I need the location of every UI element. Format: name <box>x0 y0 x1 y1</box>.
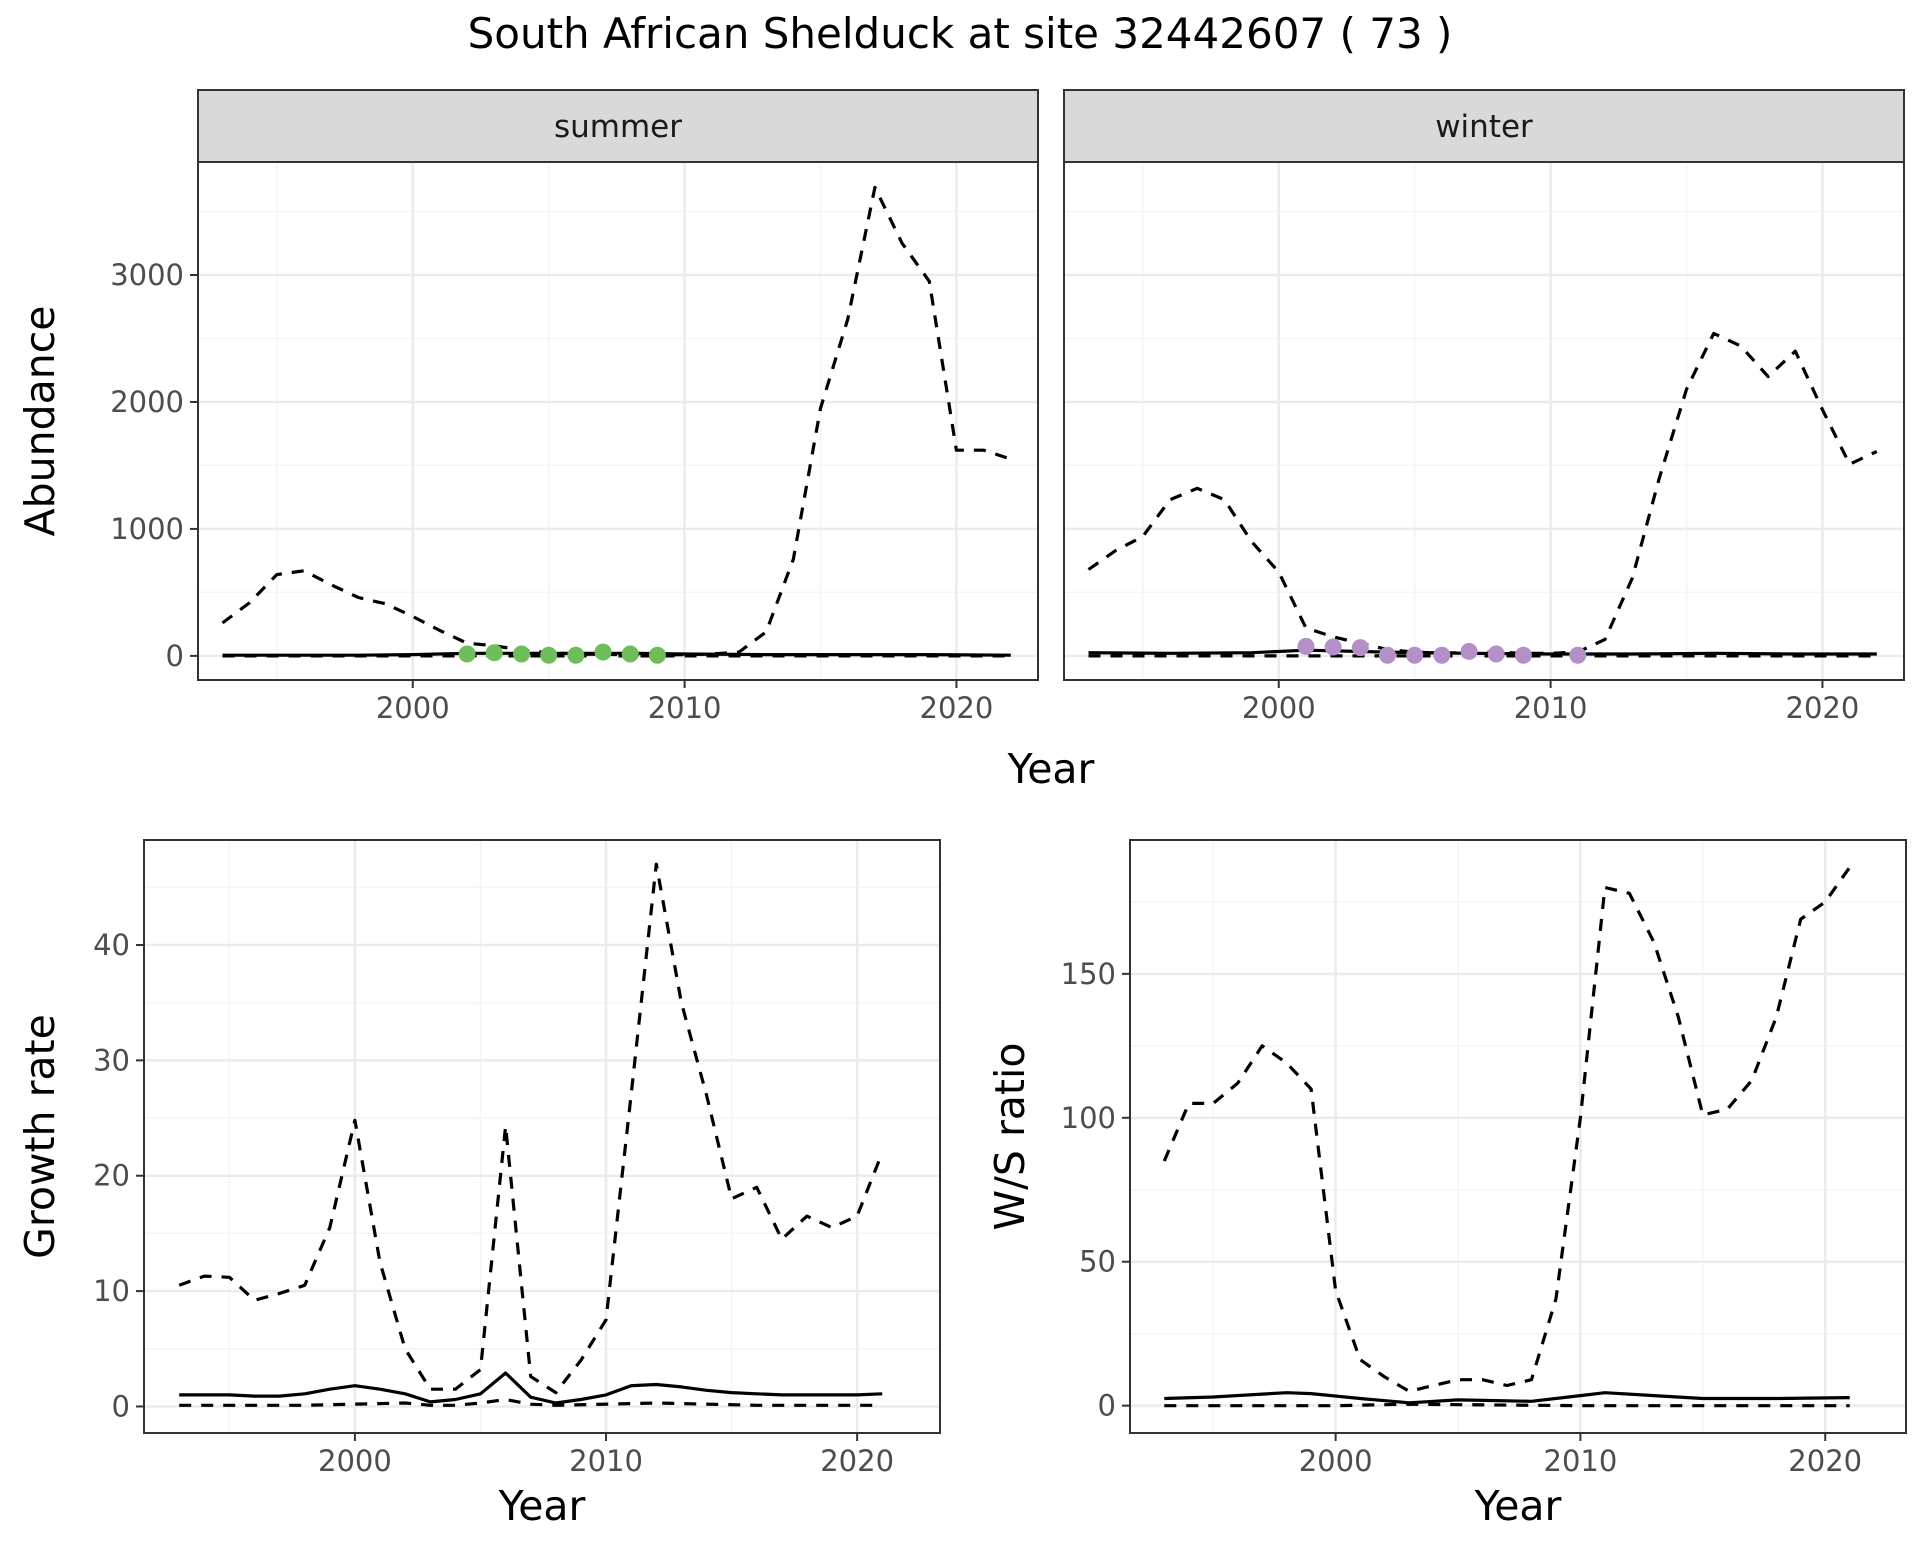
data-point <box>540 646 558 664</box>
y-tick-label: 100 <box>1061 1101 1116 1135</box>
panel-ratio <box>1122 839 1907 1441</box>
data-point <box>458 645 476 663</box>
panel-growth <box>136 839 941 1441</box>
facet-strip <box>197 89 1039 163</box>
y-tick-label: 50 <box>1079 1245 1116 1279</box>
series-line-solid <box>1164 1391 1850 1405</box>
data-point <box>1487 645 1505 663</box>
x-tick-label: 2010 <box>569 1444 643 1478</box>
series-line-dashed <box>1087 331 1878 655</box>
x-tick-label: 2010 <box>648 691 722 725</box>
data-point <box>1406 646 1424 664</box>
y-tick-label: 3000 <box>110 258 184 292</box>
x-axis-title: Year <box>1007 745 1095 793</box>
panel-border <box>1129 839 1907 1434</box>
x-tick-label: 2000 <box>1242 691 1316 725</box>
y-tick-label: 10 <box>93 1274 130 1308</box>
y-axis-title: W/S ratio <box>986 1043 1034 1231</box>
data-point <box>1378 646 1396 664</box>
series-line-dashed <box>1162 866 1852 1393</box>
panel-winter <box>1063 89 1905 688</box>
y-tick-label: 30 <box>93 1043 130 1077</box>
data-point <box>485 644 503 662</box>
x-axis-title: Year <box>498 1482 586 1530</box>
series-line-dashed <box>1164 1402 1850 1408</box>
panel-background <box>144 840 940 1433</box>
x-tick-label: 2000 <box>376 691 450 725</box>
panel-background <box>1130 840 1906 1433</box>
y-tick-label: 1000 <box>110 512 184 546</box>
data-point <box>1569 646 1587 664</box>
x-tick-label: 2000 <box>318 1444 392 1478</box>
facet-strip <box>1063 89 1905 163</box>
data-point <box>594 643 612 661</box>
data-point <box>1460 642 1478 660</box>
x-axis-title: Year <box>1474 1482 1562 1530</box>
data-point <box>648 646 666 664</box>
data-point <box>1297 637 1315 655</box>
chart-title: South African Shelduck at site 32442607 … <box>468 9 1453 58</box>
y-tick-label: 0 <box>166 639 184 673</box>
data-point <box>1433 646 1451 664</box>
data-point <box>621 645 639 663</box>
data-point <box>512 645 530 663</box>
x-tick-label: 2020 <box>820 1444 894 1478</box>
data-point <box>567 646 585 664</box>
y-tick-label: 0 <box>1098 1389 1116 1423</box>
y-tick-label: 40 <box>93 928 130 962</box>
data-point <box>1514 646 1532 664</box>
y-tick-label: 2000 <box>110 385 184 419</box>
y-tick-label: 150 <box>1061 957 1116 991</box>
series-line-dashed <box>179 1397 883 1407</box>
panel-background <box>1064 162 1904 680</box>
x-tick-label: 2010 <box>1514 691 1588 725</box>
x-tick-label: 2000 <box>1299 1444 1373 1478</box>
panel-border <box>143 839 941 1434</box>
x-tick-label: 2010 <box>1544 1444 1618 1478</box>
panel-summer <box>190 89 1039 688</box>
y-axis-title: Abundance <box>16 306 64 537</box>
y-axis-title: Growth rate <box>16 1014 64 1259</box>
facet-strip-label: summer <box>554 109 682 145</box>
data-point <box>1351 639 1369 657</box>
y-tick-label: 20 <box>93 1159 130 1193</box>
data-point <box>1324 638 1342 656</box>
y-tick-label: 0 <box>112 1389 130 1423</box>
series-line-solid <box>179 1371 883 1405</box>
facet-strip-label: winter <box>1435 109 1533 145</box>
x-tick-label: 2020 <box>1786 691 1860 725</box>
x-tick-label: 2020 <box>920 691 994 725</box>
panel-background <box>198 162 1038 680</box>
x-tick-label: 2020 <box>1788 1444 1862 1478</box>
series-line-dashed <box>178 862 884 1395</box>
